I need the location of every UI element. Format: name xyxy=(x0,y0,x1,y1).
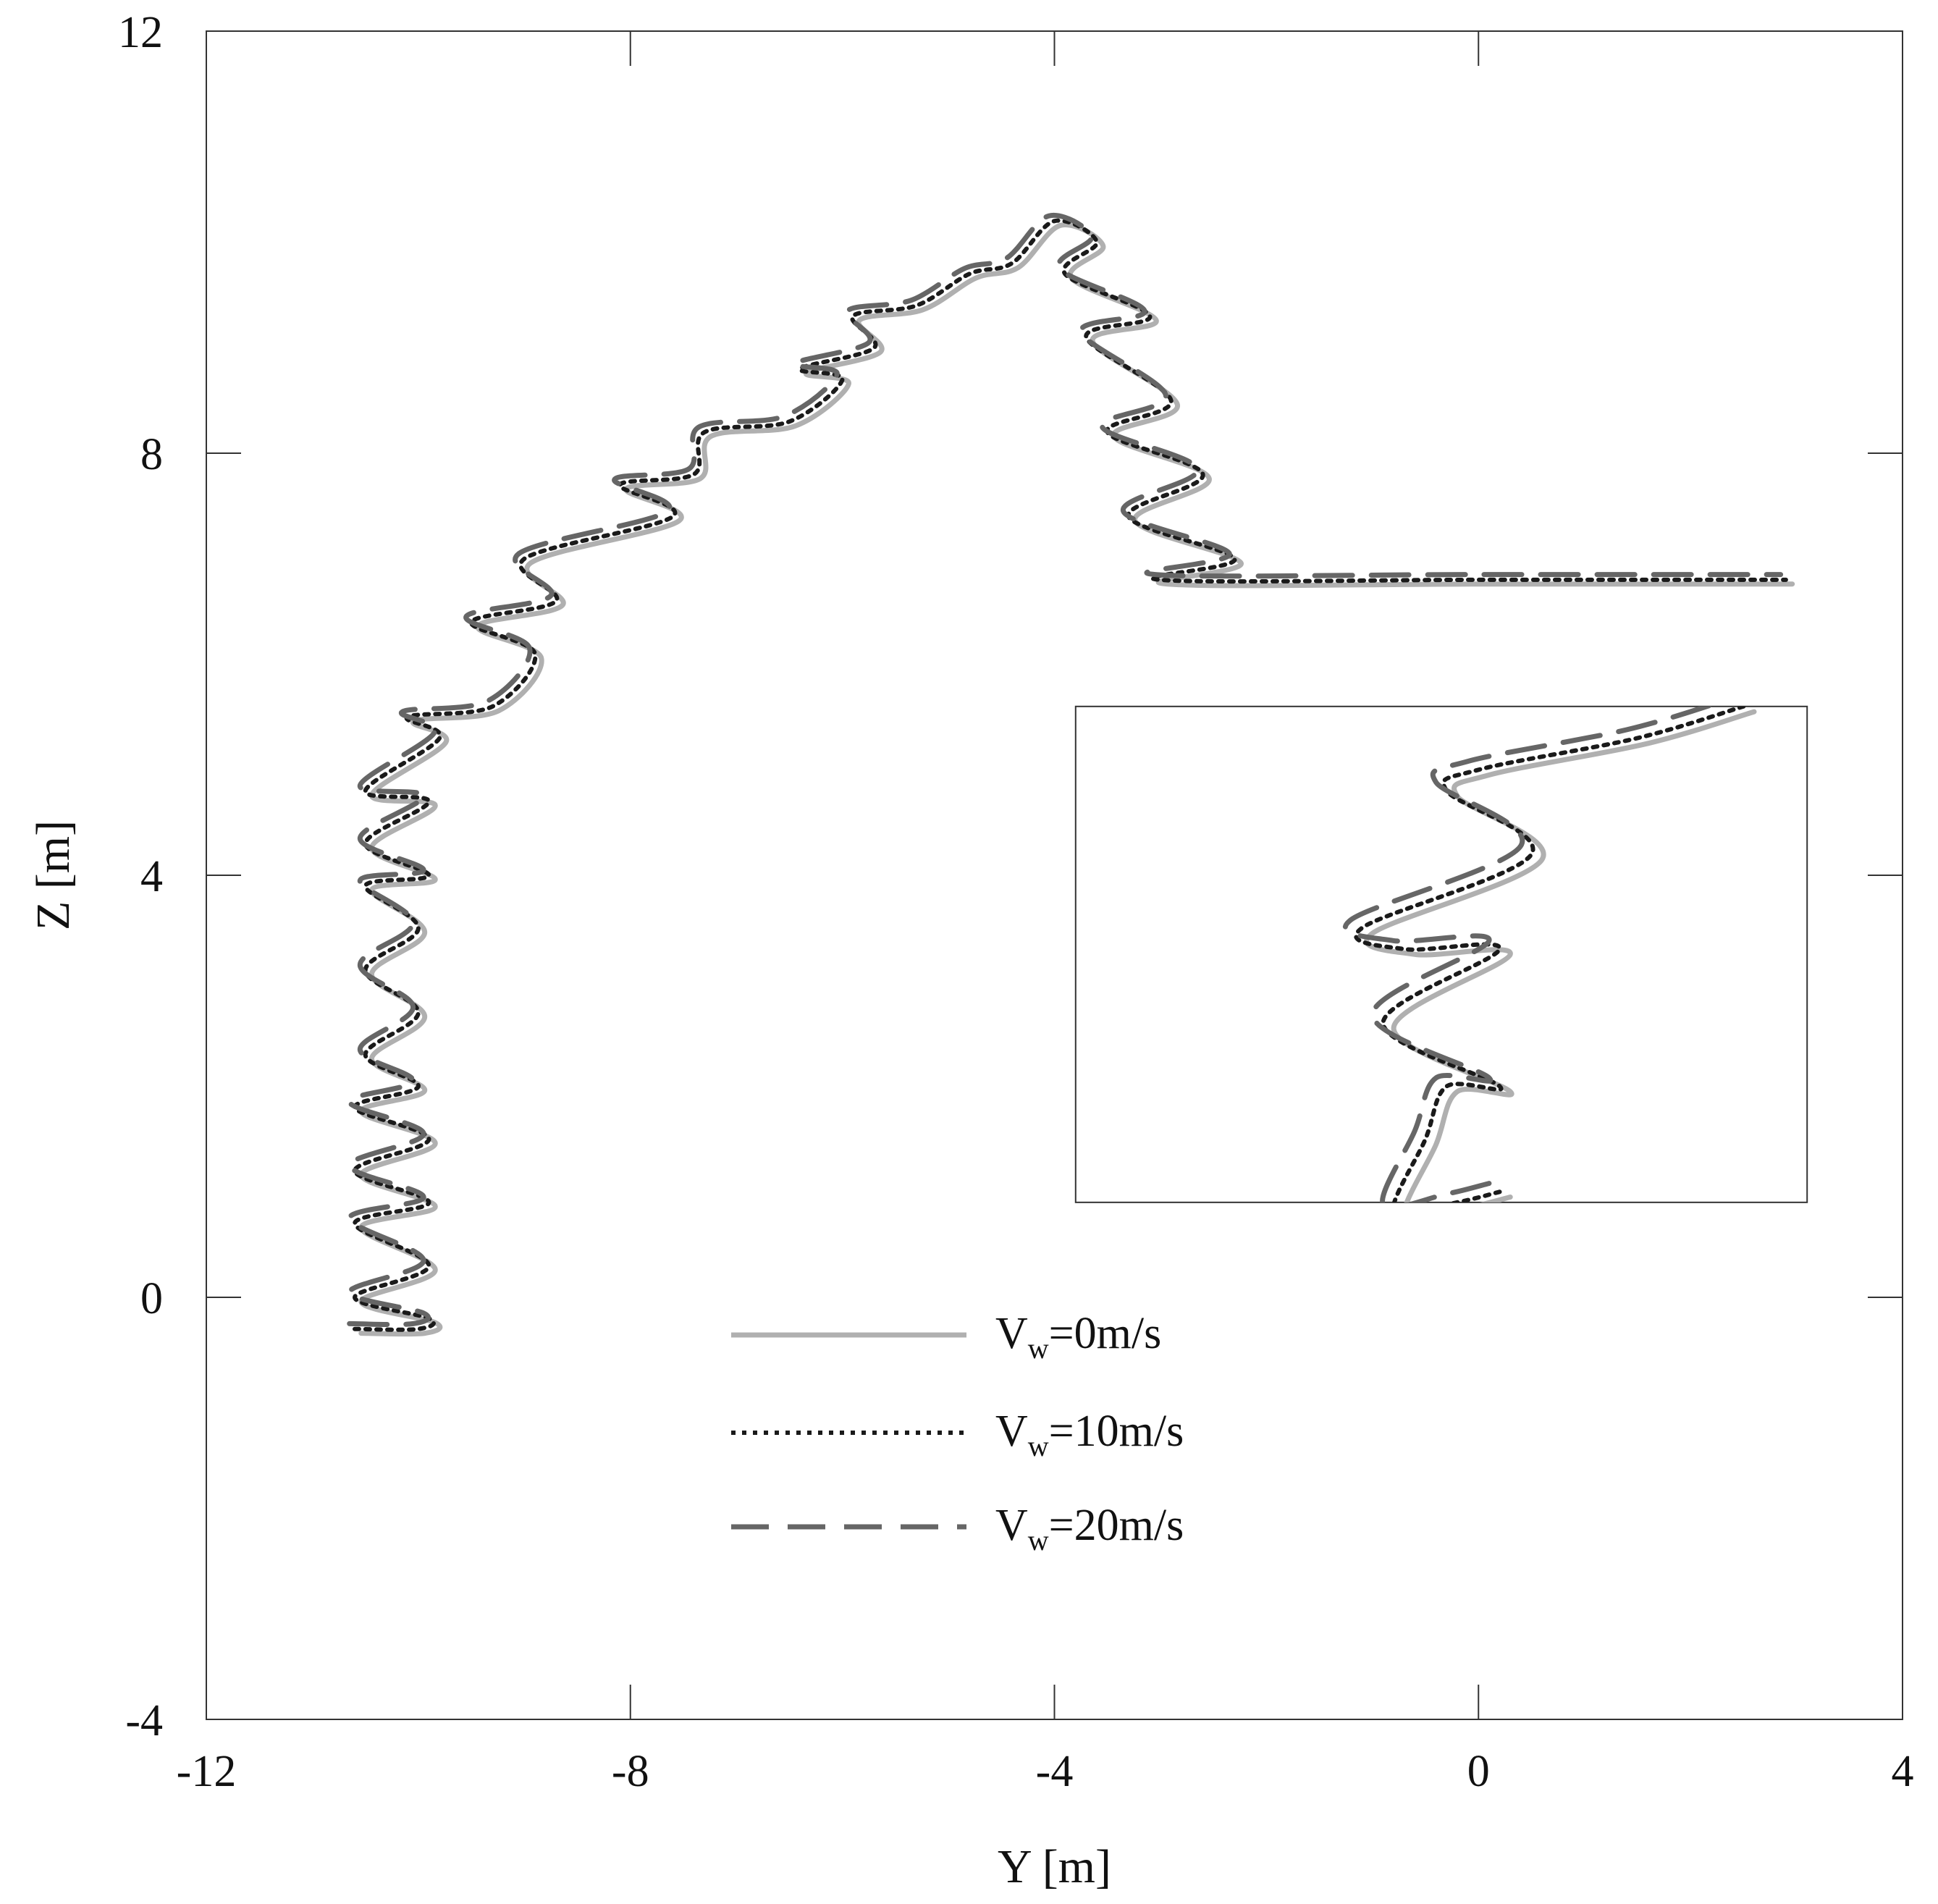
legend-label-1: Vw=10m/s xyxy=(995,1407,1184,1462)
y-tick-label: -4 xyxy=(125,1696,163,1745)
legend: Vw=0m/s Vw=10m/s Vw=20m/s xyxy=(731,1309,1184,1557)
axis-ticks xyxy=(206,30,1903,1720)
inset-series-line-1 xyxy=(1354,706,1746,1202)
plot-frame xyxy=(206,30,1903,1720)
y-tick-label: 12 xyxy=(118,8,163,57)
x-tick-label: 4 xyxy=(1892,1747,1914,1796)
y-tick-label: 4 xyxy=(140,852,163,901)
y-tick-label: 8 xyxy=(140,430,163,479)
legend-label-2: Vw=20m/s xyxy=(995,1501,1184,1557)
series-line-0 xyxy=(358,222,1795,1337)
x-tick-label: -4 xyxy=(1036,1747,1074,1796)
tick-labels: -12 -8 -4 0 4 -4 0 4 8 12 xyxy=(118,8,1914,1796)
plot-area-border xyxy=(206,30,1903,1720)
inset-series-line-2 xyxy=(1342,706,1715,1202)
x-axis-title: Y [m] xyxy=(998,1840,1111,1893)
inset-frame xyxy=(1074,705,1808,1203)
series-line-2 xyxy=(347,212,1784,1328)
y-axis-title: Z [m] xyxy=(27,820,80,930)
y-tick-label: 0 xyxy=(140,1274,163,1323)
x-tick-label: 0 xyxy=(1467,1747,1490,1796)
inset-zoom xyxy=(1074,705,1808,1203)
inset-series-line-0 xyxy=(1364,709,1757,1202)
series-lines xyxy=(347,212,1795,1337)
x-tick-label: -8 xyxy=(612,1747,649,1796)
inset-series xyxy=(1342,706,1757,1202)
legend-label-0: Vw=0m/s xyxy=(995,1309,1161,1365)
x-tick-label: -12 xyxy=(177,1747,237,1796)
series-line-1 xyxy=(353,218,1788,1332)
